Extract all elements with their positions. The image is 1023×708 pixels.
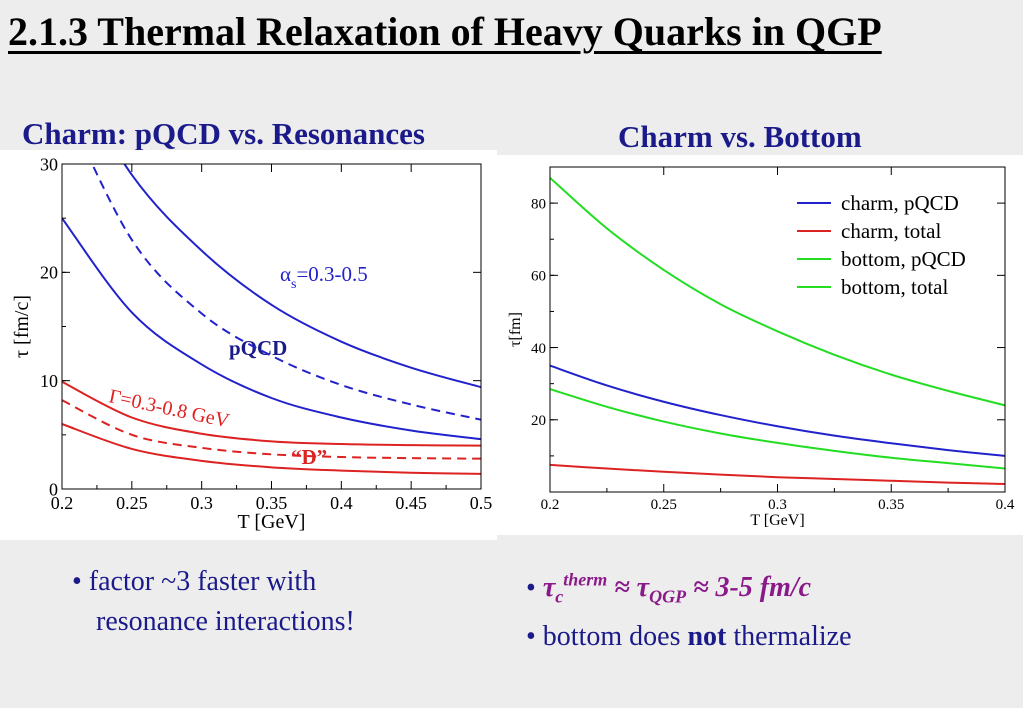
- left-xtick-label-5: 0.45: [395, 493, 427, 513]
- left-series-5-line: [62, 423, 481, 475]
- right-series-0-line: [550, 364, 1005, 457]
- left-bullets: • factor ~3 faster with resonance intera…: [72, 562, 355, 642]
- right-xtick-label-1: 0.25: [651, 497, 677, 513]
- right-bullets: • τctherm ≈ τQGP ≈ 3-5 fm/c • bottom doe…: [526, 560, 852, 657]
- left-series-0-line: [123, 164, 481, 389]
- left-series-group: [62, 164, 481, 475]
- left-xtick-label-1: 0.25: [116, 493, 148, 513]
- left-chart-heading: Charm: pQCD vs. Resonances: [22, 116, 425, 151]
- left-bullet-line1: • factor ~3 faster with: [72, 566, 317, 597]
- legend-label-2: bottom, pQCD: [841, 247, 966, 271]
- right-bullet-1: • τctherm ≈ τQGP ≈ 3-5 fm/c: [526, 570, 812, 607]
- right-ytick-label-1: 40: [531, 341, 546, 357]
- left-xtick-label-0: 0.2: [51, 493, 74, 513]
- left-plot-panel: αs=0.3-0.5 pQCD Γ=0.3-0.8 GeV “D” 0.2 0.2…: [0, 150, 497, 540]
- left-xtick-label-4: 0.4: [330, 493, 353, 513]
- left-chart: αs=0.3-0.5 pQCD Γ=0.3-0.8 GeV “D” 0.2 0.2…: [11, 154, 493, 533]
- left-series-4-line: [62, 399, 481, 460]
- right-ytick-label-3: 80: [531, 196, 546, 212]
- left-xlabel: T [GeV]: [238, 511, 306, 533]
- left-ytick-label-3: 30: [40, 154, 58, 174]
- left-xtick-label-6: 0.5: [470, 493, 493, 513]
- right-xlabel: T [GeV]: [750, 512, 804, 529]
- right-chart: 0.2 0.25 0.3 0.35 0.4 20 40 60 80 T [GeV] τ[fm] cha…: [507, 166, 1015, 529]
- left-xtick-label-3: 0.35: [256, 493, 288, 513]
- right-ytick-label-2: 60: [531, 269, 546, 285]
- left-ytick-label-0: 0: [49, 479, 58, 499]
- left-annot-gamma: Γ=0.3-0.8 GeV: [107, 385, 232, 432]
- left-ylabel: τ [fm/c]: [11, 295, 33, 358]
- right-series-2-line: [550, 388, 1005, 470]
- left-series-2-line: [62, 217, 481, 441]
- right-xtick-label-4: 0.4: [996, 497, 1015, 513]
- left-ytick-label-2: 20: [40, 263, 58, 283]
- left-series-3-line: [62, 380, 481, 447]
- left-bullet-line2: resonance interactions!: [96, 606, 355, 637]
- right-xtick-label-3: 0.35: [878, 497, 904, 513]
- left-axes-frame: [61, 163, 482, 490]
- right-series-3-line: [550, 177, 1005, 407]
- right-chart-heading: Charm vs. Bottom: [618, 119, 862, 154]
- left-series-1-line: [91, 164, 481, 421]
- right-bullet-2: • bottom does not thermalize: [526, 620, 852, 652]
- legend-label-0: charm, pQCD: [841, 191, 959, 215]
- slide-title: 2.1.3 Thermal Relaxation of Heavy Quarks…: [8, 9, 882, 54]
- legend-label-3: bottom, total: [841, 275, 948, 299]
- left-annot-alpha: αs=0.3-0.5: [280, 262, 368, 292]
- right-xtick-label-0: 0.2: [541, 497, 560, 513]
- left-ytick-label-1: 10: [40, 371, 58, 391]
- right-series-group: [550, 177, 1005, 486]
- right-ytick-label-0: 20: [531, 413, 546, 429]
- left-annot-pqcd: pQCD: [229, 336, 287, 360]
- left-xtick-label-2: 0.3: [190, 493, 213, 513]
- right-xtick-label-2: 0.3: [768, 497, 787, 513]
- right-ylabel: τ[fm]: [507, 312, 524, 347]
- legend-label-1: charm, total: [841, 219, 941, 243]
- right-plot-panel: 0.2 0.25 0.3 0.35 0.4 20 40 60 80 T [GeV] τ[fm] cha…: [497, 155, 1023, 535]
- right-series-1-line: [550, 463, 1005, 486]
